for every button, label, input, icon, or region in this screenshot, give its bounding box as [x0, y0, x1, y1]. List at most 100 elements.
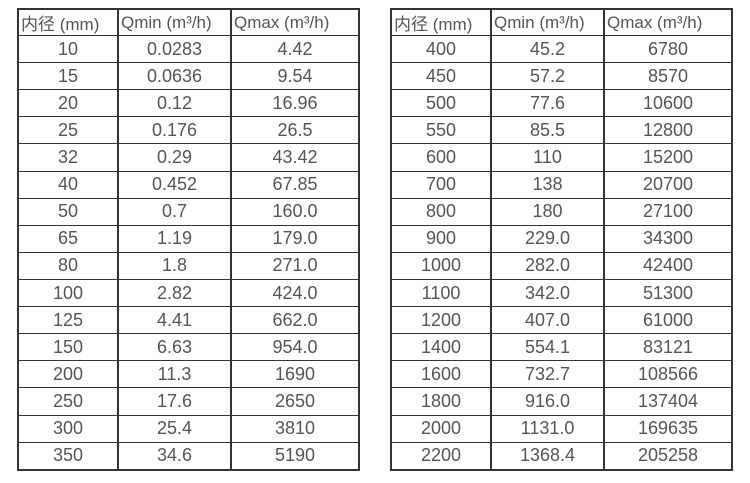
table-row: 500 77.6 10600	[390, 89, 733, 118]
cell-qmin: 1.8	[117, 251, 232, 280]
cell-qmax: 271.0	[230, 251, 360, 280]
cell-qmax: 61000	[603, 306, 733, 335]
cell-qmin: 554.1	[490, 333, 605, 362]
cell-qmin: 1368.4	[490, 441, 605, 471]
table-row: 100 2.82 424.0	[17, 278, 360, 308]
cell-qmax: 16.96	[230, 89, 360, 118]
column-header-qmax: Qmax (m³/h)	[230, 8, 360, 36]
table-row: 600 110 15200	[390, 143, 733, 172]
table-row: 150 6.63 954.0	[17, 333, 360, 362]
column-header-diameter: 内径 (mm)	[17, 8, 119, 36]
cell-diameter: 800	[390, 197, 492, 226]
table-row: 25 0.176 26.5	[17, 116, 360, 145]
cell-qmax: 10600	[603, 89, 733, 118]
cell-diameter: 20	[17, 89, 119, 118]
table-row: 1000 282.0 42400	[390, 251, 733, 280]
table-row: 700 138 20700	[390, 170, 733, 199]
table-row: 300 25.4 3810	[17, 414, 360, 443]
cell-qmax: 12800	[603, 116, 733, 145]
cell-diameter: 1100	[390, 278, 492, 308]
cell-qmax: 42400	[603, 251, 733, 280]
table-row: 20 0.12 16.96	[17, 89, 360, 118]
table-row: 80 1.8 271.0	[17, 251, 360, 280]
cell-diameter: 100	[17, 278, 119, 308]
cell-diameter: 450	[390, 62, 492, 91]
cell-diameter: 2200	[390, 441, 492, 471]
cell-qmin: 110	[490, 143, 605, 172]
table-row: 15 0.0636 9.54	[17, 62, 360, 91]
cell-qmin: 407.0	[490, 306, 605, 335]
cell-qmin: 1131.0	[490, 414, 605, 443]
cell-qmin: 138	[490, 170, 605, 199]
cell-qmax: 6780	[603, 34, 733, 64]
cell-qmax: 662.0	[230, 306, 360, 335]
cell-qmin: 916.0	[490, 387, 605, 416]
table-row: 1200 407.0 61000	[390, 306, 733, 335]
cell-qmin: 77.6	[490, 89, 605, 118]
cell-diameter: 350	[17, 441, 119, 471]
cell-qmax: 179.0	[230, 224, 360, 253]
table-row: 200 11.3 1690	[17, 360, 360, 389]
cell-qmax: 20700	[603, 170, 733, 199]
table-row: 1600 732.7 108566	[390, 360, 733, 389]
cell-diameter: 40	[17, 170, 119, 199]
cell-qmax: 137404	[603, 387, 733, 416]
cell-diameter: 15	[17, 62, 119, 91]
cell-qmax: 43.42	[230, 143, 360, 172]
cell-qmin: 6.63	[117, 333, 232, 362]
cell-diameter: 2000	[390, 414, 492, 443]
cell-qmax: 108566	[603, 360, 733, 389]
cell-qmax: 34300	[603, 224, 733, 253]
cell-qmin: 85.5	[490, 116, 605, 145]
flow-table-large-diameters: 内径 (mm) Qmin (m³/h) Qmax (m³/h) 400 45.2 6780…	[390, 8, 733, 471]
cell-qmin: 180	[490, 197, 605, 226]
cell-qmax: 169635	[603, 414, 733, 443]
table-row: 800 180 27100	[390, 197, 733, 226]
cell-qmin: 0.0636	[117, 62, 232, 91]
cell-qmax: 3810	[230, 414, 360, 443]
cell-qmax: 83121	[603, 333, 733, 362]
table-row: 900 229.0 34300	[390, 224, 733, 253]
cell-qmin: 17.6	[117, 387, 232, 416]
header-row: 内径 (mm) Qmin (m³/h) Qmax (m³/h)	[390, 8, 733, 36]
cell-diameter: 900	[390, 224, 492, 253]
cell-qmax: 4.42	[230, 34, 360, 64]
cell-qmin: 45.2	[490, 34, 605, 64]
cell-qmin: 229.0	[490, 224, 605, 253]
cell-diameter: 10	[17, 34, 119, 64]
cell-diameter: 125	[17, 306, 119, 335]
column-header-diameter: 内径 (mm)	[390, 8, 492, 36]
table-row: 10 0.0283 4.42	[17, 34, 360, 64]
cell-qmax: 8570	[603, 62, 733, 91]
cell-qmin: 0.29	[117, 143, 232, 172]
table-row: 50 0.7 160.0	[17, 197, 360, 226]
cell-diameter: 400	[390, 34, 492, 64]
cell-diameter: 150	[17, 333, 119, 362]
cell-diameter: 1600	[390, 360, 492, 389]
cell-qmax: 2650	[230, 387, 360, 416]
cell-qmin: 34.6	[117, 441, 232, 471]
cell-qmax: 15200	[603, 143, 733, 172]
cell-qmax: 424.0	[230, 278, 360, 308]
cell-qmin: 0.176	[117, 116, 232, 145]
table-row: 2200 1368.4 205258	[390, 441, 733, 471]
column-header-qmin: Qmin (m³/h)	[117, 8, 232, 36]
cell-qmax: 27100	[603, 197, 733, 226]
cell-diameter: 700	[390, 170, 492, 199]
table-header: 内径 (mm) Qmin (m³/h) Qmax (m³/h)	[390, 8, 733, 36]
cell-qmin: 0.7	[117, 197, 232, 226]
table-row: 350 34.6 5190	[17, 441, 360, 471]
table-row: 550 85.5 12800	[390, 116, 733, 145]
table-row: 450 57.2 8570	[390, 62, 733, 91]
table-row: 65 1.19 179.0	[17, 224, 360, 253]
cell-diameter: 80	[17, 251, 119, 280]
cell-qmin: 342.0	[490, 278, 605, 308]
cell-qmax: 67.85	[230, 170, 360, 199]
cell-qmin: 0.0283	[117, 34, 232, 64]
cell-diameter: 65	[17, 224, 119, 253]
cell-qmin: 1.19	[117, 224, 232, 253]
cell-qmin: 11.3	[117, 360, 232, 389]
table-header: 内径 (mm) Qmin (m³/h) Qmax (m³/h)	[17, 8, 360, 36]
cell-qmin: 2.82	[117, 278, 232, 308]
